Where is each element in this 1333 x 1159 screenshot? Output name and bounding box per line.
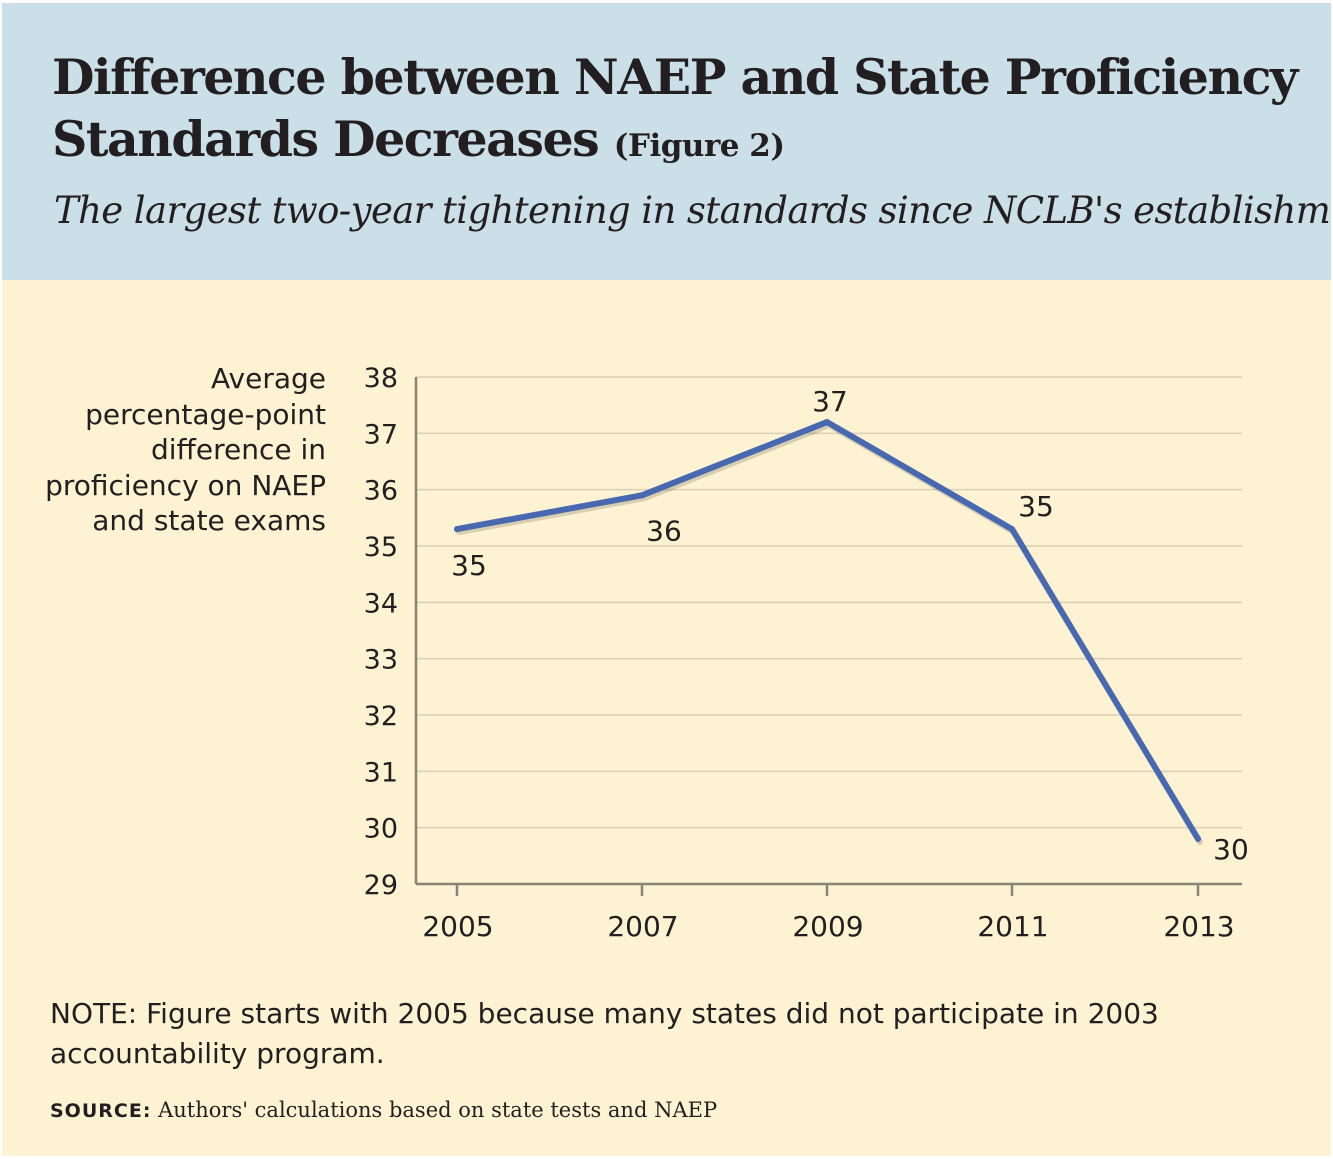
- data-point: [1009, 526, 1015, 533]
- y-tick-label: 38: [364, 363, 398, 394]
- source-line: SOURCE: Authors' calculations based on s…: [50, 1095, 1310, 1126]
- chart-title-line1: Difference between NAEP and State Profic…: [52, 48, 1298, 106]
- y-tick-label: 37: [364, 419, 398, 450]
- x-tick-label: 2005: [422, 910, 493, 943]
- data-point: [824, 419, 830, 426]
- series-line-shadow: [456, 422, 1203, 845]
- y-axis-label: Average percentage-point difference in p…: [45, 362, 326, 537]
- data-label: 37: [812, 385, 848, 418]
- y-tick-label: 31: [364, 757, 398, 788]
- y-tick-label: 29: [364, 870, 398, 901]
- data-label: 35: [1018, 490, 1054, 523]
- note-text: NOTE: Figure starts with 2005 because ma…: [50, 997, 1159, 1070]
- figure-panel: Difference between NAEP and State Profic…: [2, 3, 1331, 1156]
- data-point: [454, 526, 460, 533]
- y-tick-label: 33: [364, 645, 398, 676]
- x-tick-label: 2013: [1163, 910, 1234, 943]
- y-tick-label: 32: [364, 701, 398, 732]
- source-label: SOURCE:: [50, 1100, 152, 1122]
- chart-title: Difference between NAEP and State Profic…: [52, 46, 1302, 177]
- series-line: [454, 419, 1201, 842]
- x-tick-label: 2009: [792, 910, 863, 943]
- data-point: [1195, 835, 1201, 842]
- line-chart: 29 30 31 32 33 34 35 36 37 38 2005 2007 2009 2011 2013…: [364, 363, 1249, 943]
- x-tick-label: 2007: [607, 910, 678, 943]
- data-point: [639, 492, 645, 499]
- y-tick-label: 36: [364, 476, 398, 507]
- x-tick-label: 2011: [977, 910, 1048, 943]
- source-text: Authors' calculations based on state tes…: [158, 1098, 718, 1122]
- figure-tag: (Figure 2): [613, 128, 785, 164]
- y-tick-label: 35: [364, 532, 398, 563]
- y-tick-label: 30: [364, 814, 398, 845]
- data-label: 36: [646, 514, 682, 547]
- chart-title-line2: Standards Decreases: [52, 110, 600, 168]
- chart-subtitle: The largest two-year tightening in stand…: [54, 189, 1331, 232]
- y-tick-label: 34: [364, 588, 398, 619]
- data-label: 35: [451, 549, 487, 582]
- header-band: [2, 3, 1331, 280]
- data-label: 30: [1213, 833, 1249, 866]
